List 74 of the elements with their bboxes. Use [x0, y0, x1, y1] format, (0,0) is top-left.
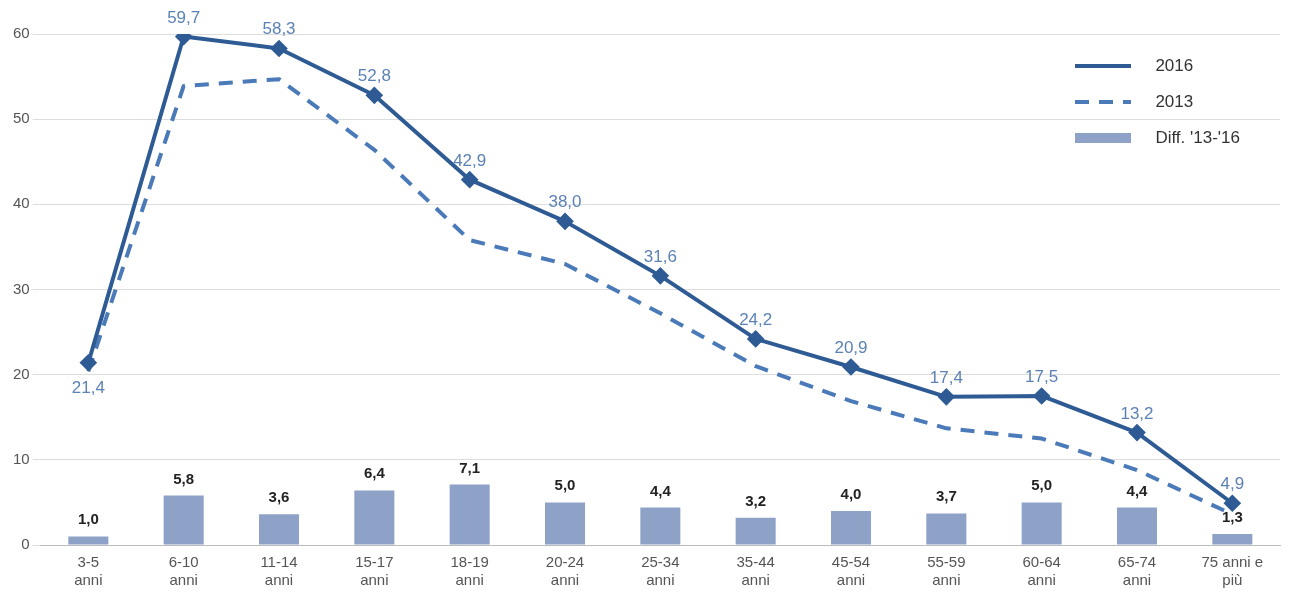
legend-label: 2013: [1155, 92, 1194, 112]
bar: [68, 536, 109, 545]
data-label: 31,6: [643, 246, 677, 266]
data-label: 6,4: [363, 464, 386, 482]
bar: [163, 495, 204, 545]
data-label: 4,9: [1220, 474, 1245, 494]
data-label: 52,8: [357, 66, 391, 86]
data-label: 20,9: [834, 338, 868, 357]
x-tick-label: 35-44 anni: [736, 553, 775, 589]
point: [80, 354, 97, 371]
data-label: 1,0: [77, 510, 99, 528]
bar: [640, 507, 681, 545]
bar: [830, 510, 872, 545]
bar: [544, 502, 586, 545]
bar: [1116, 507, 1158, 545]
x-tick-label: 45-54 anni: [831, 553, 871, 589]
data-label: 5,8: [173, 469, 195, 487]
x-tick-label: 75 anni e più: [1201, 553, 1264, 589]
x-tick-label: 60-64 anni: [1022, 553, 1061, 589]
x-tick-label: 18-19 anni: [450, 553, 489, 589]
bar: [259, 514, 300, 545]
point: [747, 330, 764, 347]
point: [461, 171, 478, 188]
point: [938, 388, 955, 405]
bar: [449, 484, 490, 545]
data-label: 42,9: [453, 150, 487, 170]
y-tick-label: 50: [13, 109, 30, 127]
data-label: 4,0: [840, 484, 862, 502]
data-label: 3,6: [268, 488, 290, 506]
point: [1224, 495, 1241, 512]
data-label: 1,3: [1221, 507, 1243, 525]
x-tick-label: 25-34 anni: [641, 553, 680, 589]
data-label: 5,0: [1031, 476, 1053, 494]
legend-label: Diff. '13-'16: [1155, 128, 1240, 148]
y-tick-label: 30: [13, 279, 30, 297]
data-label: 3,2: [745, 491, 767, 509]
bar: [926, 513, 967, 545]
x-tick-label: 11-14 anni: [260, 553, 298, 589]
bar: [1212, 533, 1253, 545]
y-tick-label: 10: [13, 449, 30, 467]
x-tick-label: 15-17 anni: [355, 553, 394, 589]
point: [652, 267, 669, 284]
bar: [735, 517, 776, 545]
x-tick-label: 3-5 anni: [74, 553, 103, 589]
point: [1129, 424, 1145, 441]
bar: [354, 490, 395, 545]
data-label: 4,4: [1126, 481, 1149, 499]
x-tick-label: 55-59 anni: [927, 553, 966, 589]
data-label: 38,0: [548, 192, 582, 212]
bar: [1021, 502, 1062, 545]
y-tick-label: 60: [13, 24, 30, 42]
data-label: 24,2: [739, 309, 773, 329]
data-label: 13,2: [1120, 403, 1154, 423]
y-tick-label: 40: [13, 194, 30, 212]
legend-label: 2016: [1155, 56, 1194, 76]
data-label: 4,4: [649, 481, 672, 499]
data-label: 3,7: [935, 487, 957, 505]
y-tick-label: 0: [21, 535, 30, 553]
x-tick-label: 65-74 anni: [1117, 553, 1157, 589]
data-label: 17,5: [1025, 366, 1059, 386]
y-tick-label: 20: [13, 364, 30, 382]
x-tick-label: 6-10 anni: [168, 553, 199, 589]
point: [843, 359, 860, 375]
data-label: 58,3: [262, 19, 296, 39]
point: [271, 40, 288, 57]
point: [366, 87, 383, 104]
x-tick-label: 20-24 anni: [545, 553, 585, 589]
data-label: 21,4: [71, 377, 105, 397]
data-label: 7,1: [459, 458, 481, 476]
point: [1033, 387, 1050, 404]
data-label: 5,0: [554, 476, 576, 494]
data-label: 17,4: [929, 367, 963, 387]
point: [557, 213, 574, 230]
data-label: 59,7: [167, 7, 201, 27]
